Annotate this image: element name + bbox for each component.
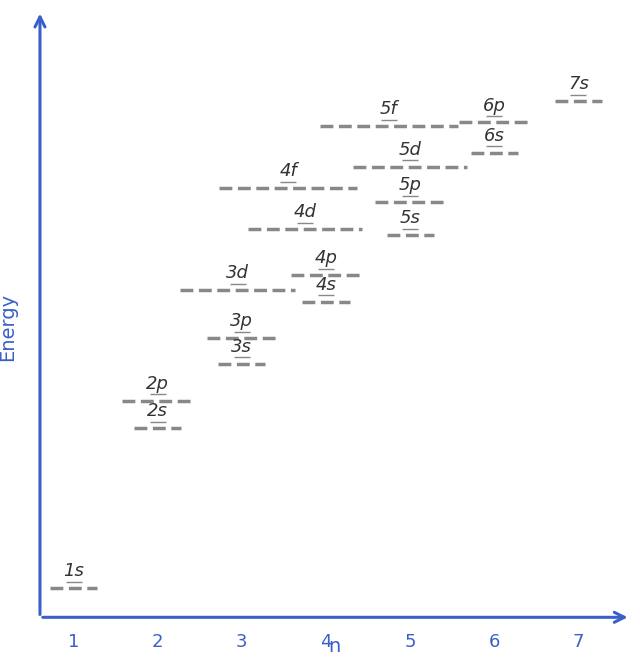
Text: 5f: 5f xyxy=(380,100,398,118)
Text: 3d: 3d xyxy=(226,264,249,282)
Text: 1: 1 xyxy=(68,633,79,651)
Text: 2p: 2p xyxy=(147,375,169,393)
Text: 3s: 3s xyxy=(232,337,252,356)
Text: 6p: 6p xyxy=(483,96,506,114)
Text: 7s: 7s xyxy=(568,75,589,93)
Text: 7: 7 xyxy=(573,633,584,651)
Text: 4p: 4p xyxy=(314,249,337,267)
Text: 5d: 5d xyxy=(399,141,422,158)
Text: n: n xyxy=(328,637,340,656)
Text: 6s: 6s xyxy=(484,127,505,145)
Text: 2s: 2s xyxy=(147,403,168,420)
Text: 4d: 4d xyxy=(294,203,316,221)
Text: 4s: 4s xyxy=(316,276,337,294)
Text: 3: 3 xyxy=(236,633,248,651)
Text: 4f: 4f xyxy=(279,162,297,180)
Text: Energy: Energy xyxy=(0,293,17,362)
Text: 6: 6 xyxy=(488,633,500,651)
Text: 3p: 3p xyxy=(230,312,253,330)
Text: 1s: 1s xyxy=(63,562,84,580)
Text: 5p: 5p xyxy=(399,176,422,194)
Text: 2: 2 xyxy=(152,633,163,651)
Text: 4: 4 xyxy=(320,633,332,651)
Text: 5s: 5s xyxy=(399,209,420,227)
Text: 5: 5 xyxy=(404,633,416,651)
